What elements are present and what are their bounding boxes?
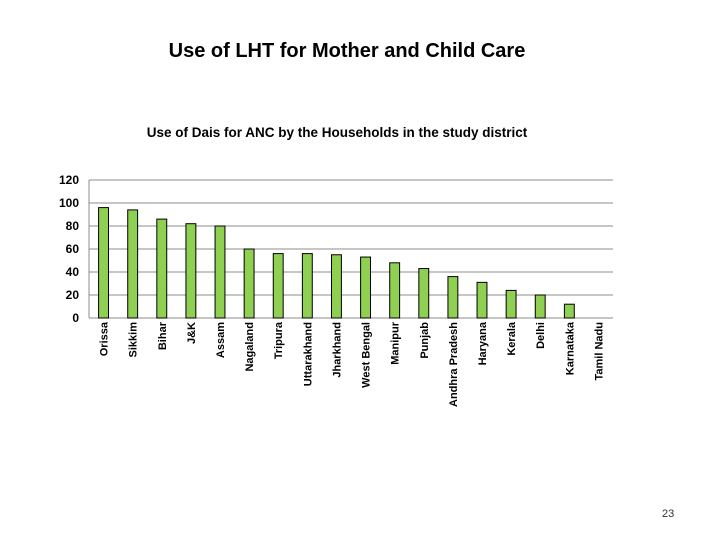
bar [476,281,488,319]
bar [418,268,430,319]
y-tick-label: 60 [66,242,80,256]
bar [301,253,313,319]
category-label: Haryana [477,321,489,365]
y-tick-label: 20 [66,288,80,302]
category-label: Manipur [390,321,402,364]
category-label: Assam [215,322,227,358]
category-label: Bihar [157,321,169,350]
bar [505,289,517,319]
category-label: Kerala [506,321,518,356]
category-label: Orissa [99,321,111,356]
bar [214,225,226,319]
bar [272,253,284,319]
chart-title: Use of Dais for ANC by the Households in… [147,125,528,140]
category-label: West Bengal [361,322,373,388]
gridlines [89,179,613,319]
y-tick-label: 0 [72,311,79,325]
bars [98,207,575,319]
bar [156,218,168,319]
bar [330,254,342,319]
category-label: Uttarakhand [302,322,314,386]
category-label: Punjab [419,322,431,359]
category-labels: Orissa Sikkim Bihar J&K Assam Nagaland Tripura… [99,321,606,407]
y-axis-ticks: 0 20 40 60 80 100 120 [59,173,79,325]
category-label: Nagaland [244,322,256,372]
bar [360,256,372,319]
y-tick-label: 120 [59,173,79,187]
bar [534,294,546,319]
slide-number: 23 [662,508,675,520]
y-tick-label: 100 [59,196,79,210]
category-label: J&K [186,322,198,344]
bar [447,276,459,319]
y-tick-label: 40 [66,265,80,279]
bar [389,262,401,319]
category-label: Karnataka [564,321,576,375]
category-label: Delhi [535,322,547,349]
category-label: Jharkhand [331,322,343,378]
category-label: Sikkim [128,322,140,358]
bar [185,223,197,319]
y-tick-label: 80 [66,219,80,233]
bar [243,248,255,319]
category-label: Andhra Pradesh [448,322,460,407]
bar [563,303,575,319]
bar [127,209,139,319]
category-label: Tripura [273,321,285,359]
bar [98,207,110,319]
category-label: Tamil Nadu [593,322,605,380]
slide-title: Use of LHT for Mother and Child Care [168,40,526,62]
